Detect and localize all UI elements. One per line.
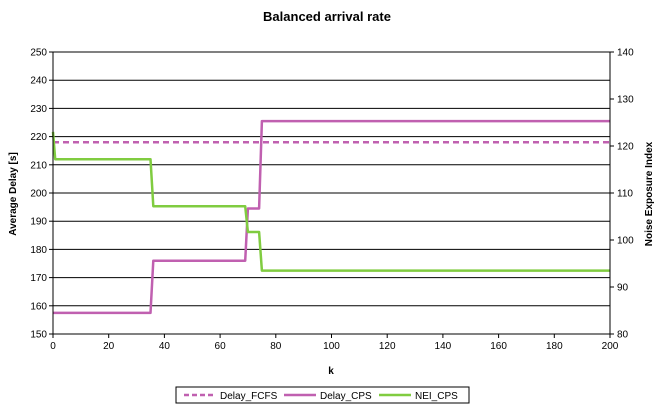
y-left-tick-label-7: 220 — [30, 132, 47, 143]
y-right-tick-label-4: 120 — [617, 142, 634, 153]
y-left-tick-label-6: 210 — [30, 160, 47, 171]
y-axis-left-label: Average Delay [s] — [8, 152, 19, 236]
x-tick-label-3: 60 — [215, 341, 227, 352]
x-tick-label-2: 40 — [159, 341, 171, 352]
x-tick-label-7: 140 — [435, 341, 452, 352]
legend: Delay_FCFS Delay_CPS NEI_CPS — [175, 386, 470, 404]
y-left-tick-label-8: 230 — [30, 104, 47, 115]
x-tick-label-1: 20 — [103, 341, 115, 352]
legend-label-delay-cps: Delay_CPS — [320, 391, 372, 402]
y-right-tick-label-1: 90 — [617, 283, 629, 294]
y-left-tick-label-10: 250 — [30, 48, 47, 59]
legend-label-delay-fcfs: Delay_FCFS — [220, 391, 278, 402]
x-tick-label-10: 200 — [602, 341, 619, 352]
y-left-tick-label-5: 200 — [30, 189, 47, 200]
x-tick-label-4: 80 — [270, 341, 282, 352]
x-tick-label-6: 120 — [379, 341, 396, 352]
series-layer — [51, 119, 610, 315]
y-left-tick-label-1: 160 — [30, 301, 47, 312]
y-left-tick-label-3: 180 — [30, 245, 47, 256]
y-left-tick-label-2: 170 — [30, 273, 47, 284]
y-right-tick-label-0: 80 — [617, 330, 629, 341]
series-line-delay-cps — [53, 119, 610, 315]
y-left-tick-label-0: 150 — [30, 330, 47, 341]
y-left-tick-label-4: 190 — [30, 217, 47, 228]
x-tick-label-9: 180 — [546, 341, 563, 352]
y-left-tick-label-9: 240 — [30, 76, 47, 87]
y-right-tick-label-5: 130 — [617, 95, 634, 106]
x-axis-label: k — [328, 366, 334, 377]
grid — [53, 51, 610, 335]
legend-label-nei-cps: NEI_CPS — [415, 391, 458, 402]
x-tick-label-5: 100 — [323, 341, 340, 352]
legend-box — [175, 386, 470, 404]
y-right-tick-label-3: 110 — [617, 189, 633, 200]
y-right-tick-label-6: 140 — [617, 48, 634, 59]
x-tick-label-0: 0 — [50, 341, 56, 352]
series-line-nei-cps — [51, 131, 610, 272]
x-tick-label-8: 160 — [490, 341, 507, 352]
y-axis-right-label: Noise Exposure Index — [644, 141, 654, 246]
y-right-tick-label-2: 100 — [617, 236, 634, 247]
tick-layer: 1501601701801902002102202302402508090100… — [30, 48, 634, 353]
chart-title: Balanced arrival rate — [263, 9, 391, 24]
